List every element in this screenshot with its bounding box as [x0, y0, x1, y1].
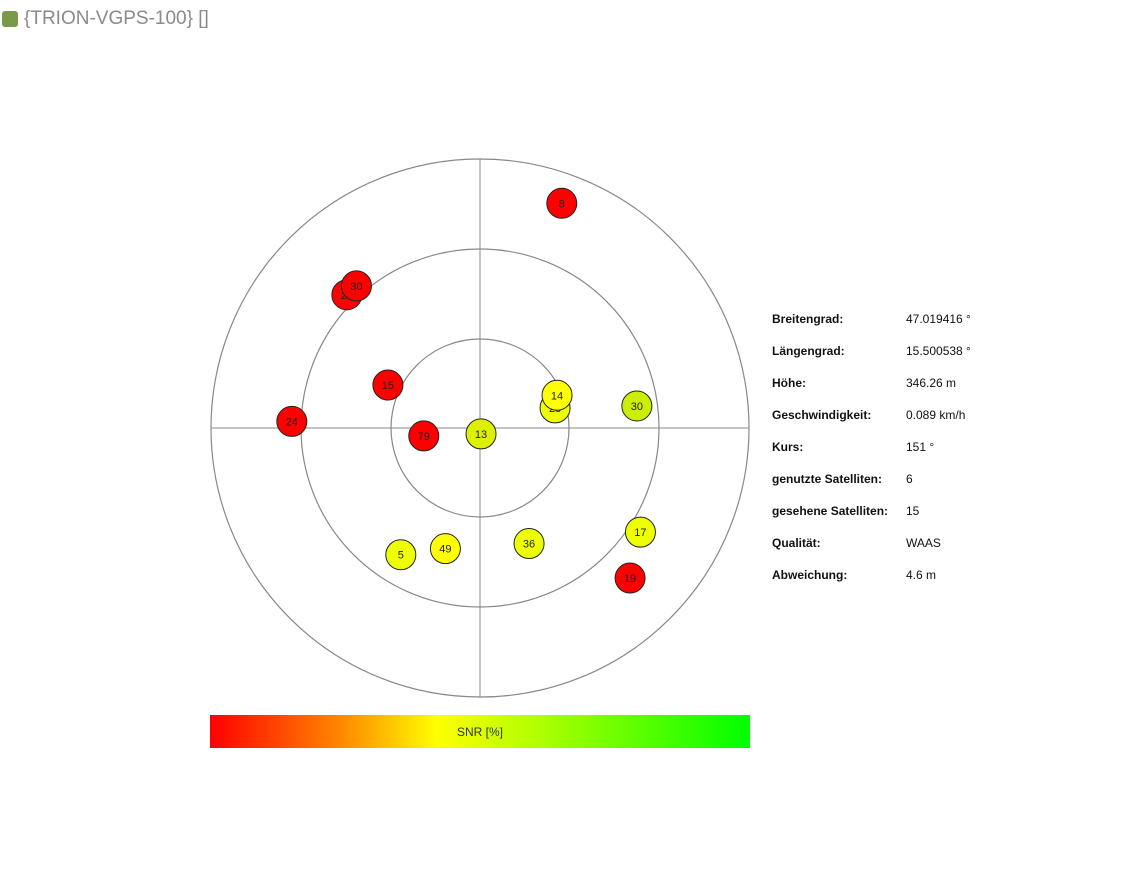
info-key: Qualität:: [772, 536, 821, 550]
page-title: {TRION-VGPS-100} []: [24, 8, 209, 29]
satellite-15: 15: [372, 369, 404, 401]
satellite-skyplot: 8203015247913281430173619495: [210, 158, 750, 698]
satellite-marker: [408, 420, 440, 452]
satellite-id-label: 15: [382, 380, 394, 392]
satellite-marker: [372, 369, 404, 401]
info-key: Höhe:: [772, 376, 806, 390]
satellite-5: 5: [385, 539, 417, 571]
info-row: Längengrad: 15.500538 °: [772, 344, 971, 376]
satellite-marker: [621, 390, 653, 422]
info-value: 0.089 km/h: [906, 408, 966, 422]
info-row: genutzte Satelliten: 6: [772, 472, 971, 504]
info-key: Geschwindigkeit:: [772, 408, 872, 422]
satellite-id-label: 19: [624, 573, 636, 585]
satellite-30: 30: [340, 270, 372, 302]
info-value: 346.26 m: [906, 376, 957, 390]
satellite-id-label: 30: [631, 401, 643, 413]
info-value: 15: [906, 504, 920, 518]
info-row: Geschwindigkeit: 0.089 km/h: [772, 408, 971, 440]
info-value: 6: [906, 472, 913, 486]
satellite-13: 13: [465, 418, 497, 450]
info-row: Qualität: WAAS: [772, 536, 971, 568]
satellite-id-label: 5: [398, 550, 404, 562]
gps-info-panel: Breitengrad: 47.019416 ° Längengrad: 15.500…: [772, 312, 971, 600]
satellite-marker: [541, 379, 573, 411]
info-value: 15.500538 °: [906, 344, 971, 358]
satellite-marker: [614, 562, 646, 594]
satellite-id-label: 24: [286, 416, 298, 428]
info-value: 151 °: [906, 440, 935, 454]
info-row: Abweichung: 4.6 m: [772, 568, 971, 600]
status-indicator: [2, 11, 18, 27]
info-key: gesehene Satelliten:: [772, 504, 889, 518]
satellite-14: 14: [541, 379, 573, 411]
info-key: genutzte Satelliten:: [772, 472, 883, 486]
satellite-marker: [624, 516, 656, 548]
satellite-id-label: 49: [439, 544, 451, 556]
info-key: Breitengrad:: [772, 312, 844, 326]
info-value: 4.6 m: [906, 568, 937, 582]
satellite-id-label: 36: [523, 539, 535, 551]
satellite-8: 8: [546, 187, 578, 219]
info-row: Höhe: 346.26 m: [772, 376, 971, 408]
satellite-id-label: 13: [475, 429, 487, 441]
info-key: Kurs:: [772, 440, 804, 454]
satellite-marker: [429, 533, 461, 565]
satellite-marker: [465, 418, 497, 450]
satellite-id-label: 30: [350, 281, 362, 293]
info-value: WAAS: [906, 536, 941, 550]
satellite-49: 49: [429, 533, 461, 565]
satellite-30: 30: [621, 390, 653, 422]
info-key: Abweichung:: [772, 568, 848, 582]
satellite-marker: [340, 270, 372, 302]
info-row: Kurs: 151 °: [772, 440, 971, 472]
snr-scale-label: SNR [%]: [456, 724, 503, 739]
satellite-id-label: 17: [634, 527, 646, 539]
satellite-24: 24: [276, 405, 308, 437]
window-header: {TRION-VGPS-100} []: [0, 4, 209, 34]
satellite-id-label: 8: [559, 198, 565, 210]
info-key: Längengrad:: [772, 344, 845, 358]
info-row: Breitengrad: 47.019416 °: [772, 312, 971, 344]
info-row: gesehene Satelliten: 15: [772, 504, 971, 536]
satellite-id-label: 79: [418, 431, 430, 443]
satellite-79: 79: [408, 420, 440, 452]
satellite-36: 36: [513, 528, 545, 560]
satellite-marker: [276, 405, 308, 437]
satellite-17: 17: [624, 516, 656, 548]
satellite-marker: [546, 187, 578, 219]
satellite-19: 19: [614, 562, 646, 594]
info-value: 47.019416 °: [906, 312, 971, 326]
snr-color-scale: SNR [%]: [210, 715, 750, 748]
satellite-id-label: 14: [551, 390, 563, 402]
satellite-marker: [513, 528, 545, 560]
satellite-marker: [385, 539, 417, 571]
